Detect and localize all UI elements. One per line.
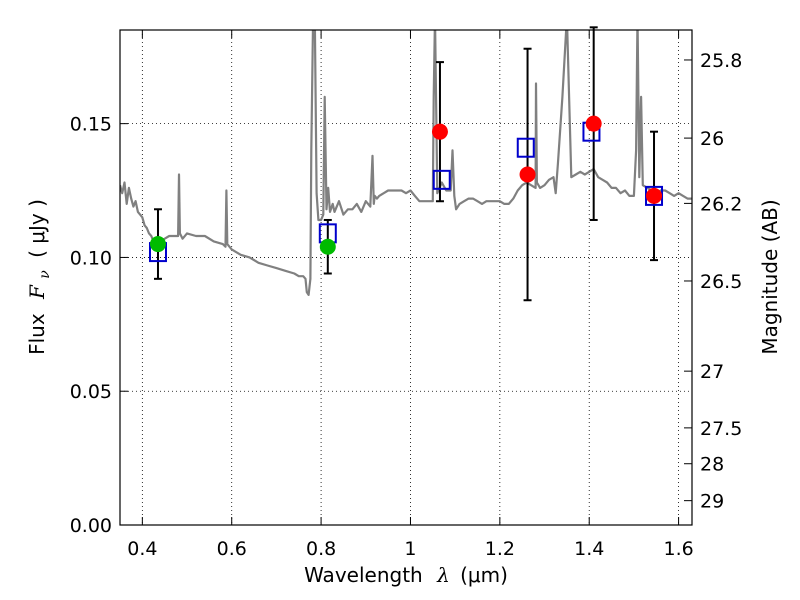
x-axis-label: Wavelength λ (μm)	[304, 563, 508, 587]
model-photometry-square	[516, 137, 535, 158]
x-tick-label: 0.6	[217, 538, 247, 560]
x-axis-label-text: Wavelength	[304, 563, 423, 587]
x-tick-label: 1	[404, 538, 416, 560]
y-axis-label-unit: ( μJy )	[25, 199, 49, 258]
x-tick-label: 1.6	[663, 538, 693, 560]
observed-point-red	[585, 115, 602, 132]
x-tick-label: 1.4	[574, 538, 604, 560]
y2-tick-label: 28	[700, 454, 724, 476]
y-axis-label-text: Flux	[25, 313, 49, 355]
grid-lines	[120, 30, 692, 526]
x-axis-ticks: 0.4 0.6 0.8 1 1.2 1.4 1.6	[127, 30, 694, 560]
y-axis-label-symbol: F	[25, 284, 49, 300]
x-tick-label: 1.2	[485, 538, 515, 560]
model-spectrum-line	[120, 30, 692, 296]
y-tick-label: 0.00	[70, 515, 112, 537]
y-tick-label: 0.05	[70, 381, 112, 403]
y2-tick-label: 26.5	[700, 271, 742, 293]
observed-point-red	[431, 123, 448, 140]
y2-tick-label: 29	[700, 491, 724, 513]
plot-area	[120, 30, 692, 296]
x-tick-label: 0.8	[306, 538, 336, 560]
y2-tick-label: 26.2	[700, 193, 742, 215]
observed-photometry-points	[149, 115, 663, 255]
observed-point-red	[519, 166, 536, 183]
error-bars	[153, 26, 659, 302]
y2-tick-label: 27.5	[700, 418, 742, 440]
plot-frame	[119, 29, 693, 526]
y-tick-label: 0.10	[70, 247, 112, 269]
y-axis-label: Flux F ν ( μJy )	[25, 199, 54, 355]
y2-tick-label: 25.8	[700, 50, 742, 72]
y2-tick-label: 26	[700, 128, 724, 150]
observed-point-green	[149, 236, 166, 253]
y-tick-label: 0.15	[70, 114, 112, 136]
x-tick-label: 0.4	[127, 538, 157, 560]
y2-axis-label: Magnitude (AB)	[758, 199, 782, 354]
x-axis-label-symbol: λ	[436, 563, 450, 587]
y2-axis-ticks: 25.8 26 26.2 26.5 27 27.5 28 29	[684, 50, 742, 513]
observed-point-red	[646, 187, 663, 204]
x-axis-label-unit: (μm)	[460, 563, 508, 587]
y-axis-ticks: 0.00 0.05 0.10 0.15	[70, 114, 128, 537]
model-photometry-square	[432, 169, 451, 190]
observed-point-green	[319, 238, 336, 255]
y2-tick-label: 27	[700, 361, 724, 383]
y-axis-label-subscript: ν	[37, 270, 53, 279]
